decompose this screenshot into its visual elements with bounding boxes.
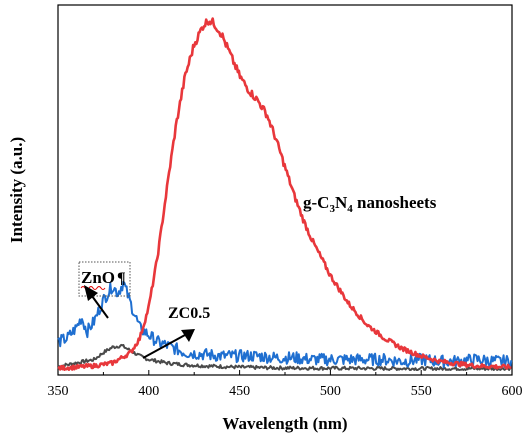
series-line-1 [58,282,511,368]
zno-arrow-head [84,285,98,301]
plot-frame [58,5,512,375]
zc05-series-label: ZC0.5 [168,305,210,322]
x-tick-label-4: 550 [411,384,432,399]
x-axis-ticks: 350 400 450 500 550 600 [48,370,523,399]
x-tick-label-2: 450 [229,384,250,399]
x-tick-label-1: 400 [138,384,159,399]
gcn-label-pre: g-C [303,193,329,212]
gcn-label-post: nanosheets [353,193,437,212]
gcn-series-label: g-C3N4 nanosheets [303,193,437,215]
paragraph-mark-icon: ¶ [117,270,126,287]
zno-series-label: ZnO [81,268,115,287]
series-layer [58,19,511,370]
x-tick-label-5: 600 [502,384,523,399]
y-axis-title: Intensity (a.u.) [7,137,26,243]
series-line-0 [58,19,511,370]
x-axis-title: Wavelength (nm) [222,414,347,433]
x-tick-label-0: 350 [48,384,69,399]
x-tick-label-3: 500 [320,384,341,399]
gcn-label-mid: N [335,193,348,212]
